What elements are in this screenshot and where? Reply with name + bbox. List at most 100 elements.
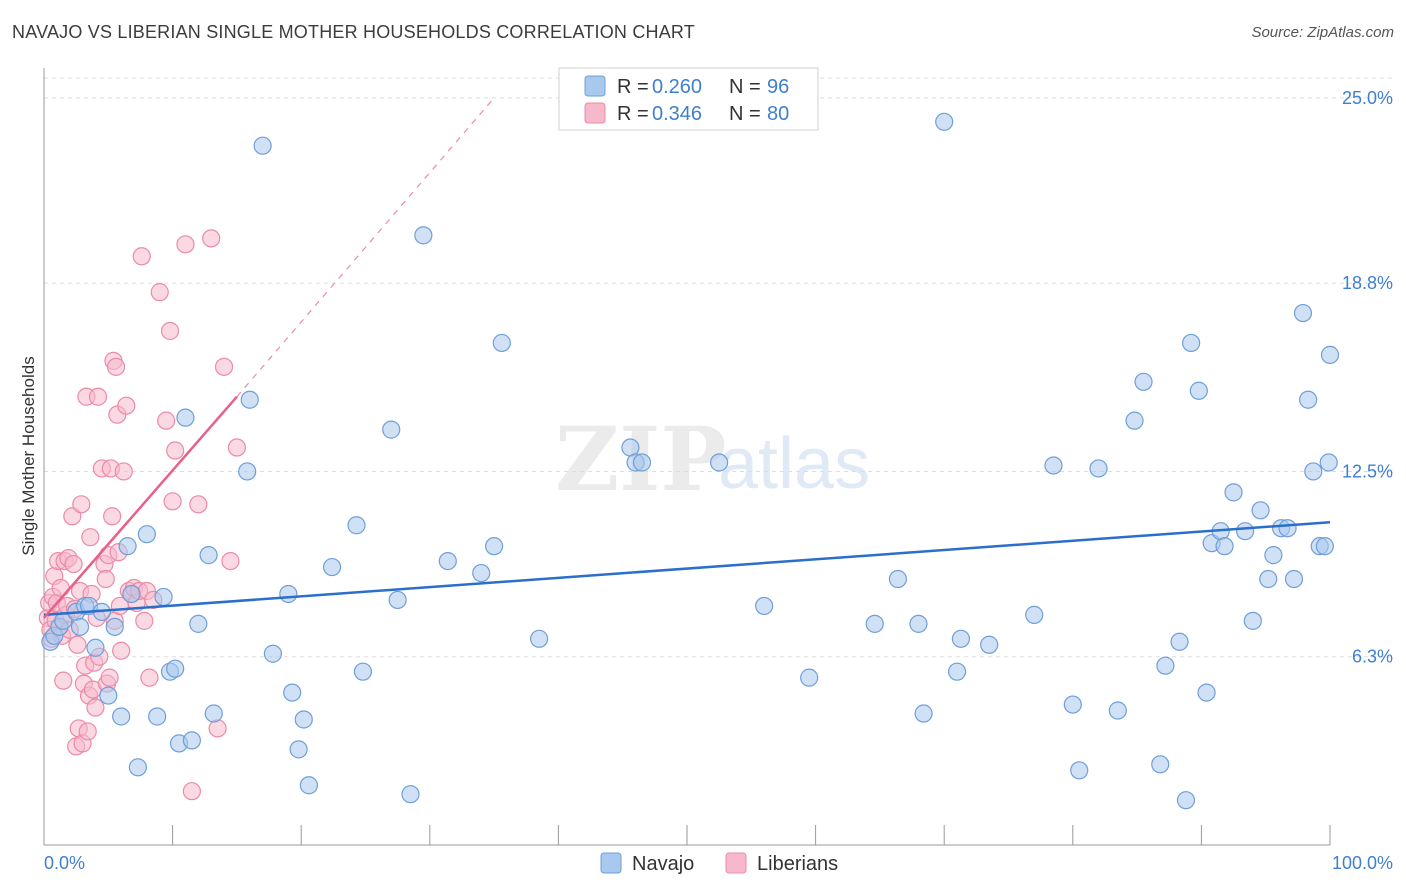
navajo-point [1243,611,1262,630]
y-tick-label: 6.3% [1352,647,1393,667]
liberian-point [88,387,108,406]
navajo-point [353,662,373,681]
navajo-point [1251,501,1270,520]
liberian-point [135,611,154,630]
navajo-point [137,525,156,544]
navajo-point [755,596,774,616]
liberian-point [157,411,176,430]
navajo-point [1320,345,1340,364]
navajo-point [1197,683,1216,702]
navajo-point [1236,522,1255,541]
liberian-point [103,507,122,526]
navajo-point [1170,632,1189,651]
navajo-point [128,758,147,777]
navajo-point [1293,303,1313,323]
navajo-point [253,136,272,155]
liberian-point [96,569,115,589]
navajo-point [438,551,457,571]
navajo-point [1299,390,1318,409]
liberian-point [54,671,73,690]
navajo-point [1315,537,1334,556]
navajo-point [238,462,257,481]
navajo-point [1319,453,1338,472]
navajo-n-label: N = [729,76,761,98]
watermark-atlas: atlas [718,424,870,504]
navajo-point [347,516,366,535]
navajo-point [322,557,342,577]
navajo-point [299,776,319,795]
grid-lines [44,77,1393,658]
liberian-point [189,495,208,514]
navajo-point [176,408,195,427]
liberian-point [214,357,234,376]
series-legend: Navajo Liberians [600,852,838,875]
liberian-point [150,283,169,302]
navajo-point [204,704,223,723]
navajo-point [1025,605,1044,624]
liberian-point [51,578,70,598]
y-tick-label: 18.8% [1342,273,1393,293]
liberian-point [221,551,240,571]
navajo-point [182,731,201,750]
navajo-point [1264,546,1283,565]
liberian-point [166,441,185,460]
navajo-point [1284,569,1304,589]
navajo-point [189,614,208,633]
x-tick-label-min: 0.0% [44,853,85,873]
navajo-point [1070,761,1089,780]
navajo-point [294,710,313,729]
x-tick-label-max: 100.0% [1332,853,1393,873]
liberian-point [106,357,126,376]
navajo-point [935,112,954,131]
navajo-point [1089,459,1108,478]
legend-liberian-label: Liberians [757,853,838,875]
liberian-point [78,722,97,741]
navajo-point [1134,372,1153,391]
navajo-swatch [584,75,606,97]
liberian-point [227,438,246,457]
liberian-point [208,719,227,738]
liberian-swatch [584,102,606,124]
navajo-point [632,453,652,472]
navajo-points [41,112,1340,810]
x-ticks [172,825,1331,845]
navajo-point [980,635,999,654]
liberian-point [114,462,133,481]
navajo-point [1259,569,1278,589]
navajo-point [947,662,967,681]
liberian-n-label: N = [729,103,761,125]
source-credit: Source: ZipAtlas.com [1251,24,1394,41]
navajo-point [414,226,433,245]
navajo-point [382,420,401,439]
liberian-point [176,235,195,254]
legend-liberian-swatch [725,852,747,874]
y-axis-title: Single Mother Households [19,356,38,555]
liberian-point [72,495,91,514]
y-tick-labels: 6.3% 12.5% 18.8% 25.0% [1342,88,1393,667]
navajo-point [888,569,908,589]
navajo-point [1224,483,1243,502]
navajo-point [105,617,124,636]
navajo-point [148,707,167,726]
liberian-trend-extension [236,97,495,398]
liberian-point [202,229,221,248]
navajo-point [865,614,884,633]
liberian-point [140,668,159,687]
navajo-point [1215,537,1234,556]
liberian-trend-line [43,395,238,619]
liberian-point [163,492,182,511]
navajo-point [99,686,118,705]
navajo-point [492,333,511,353]
liberian-point [182,782,201,801]
liberian-point [160,321,180,341]
navajo-point [263,644,283,663]
liberian-point [117,396,136,415]
navajo-point [118,537,137,556]
navajo-n-value: 96 [767,76,789,98]
navajo-point [199,546,218,565]
navajo-trend-line [43,520,1331,617]
navajo-point [800,668,819,687]
navajo-point [951,629,971,648]
navajo-point [1189,381,1208,400]
navajo-point [289,740,308,759]
